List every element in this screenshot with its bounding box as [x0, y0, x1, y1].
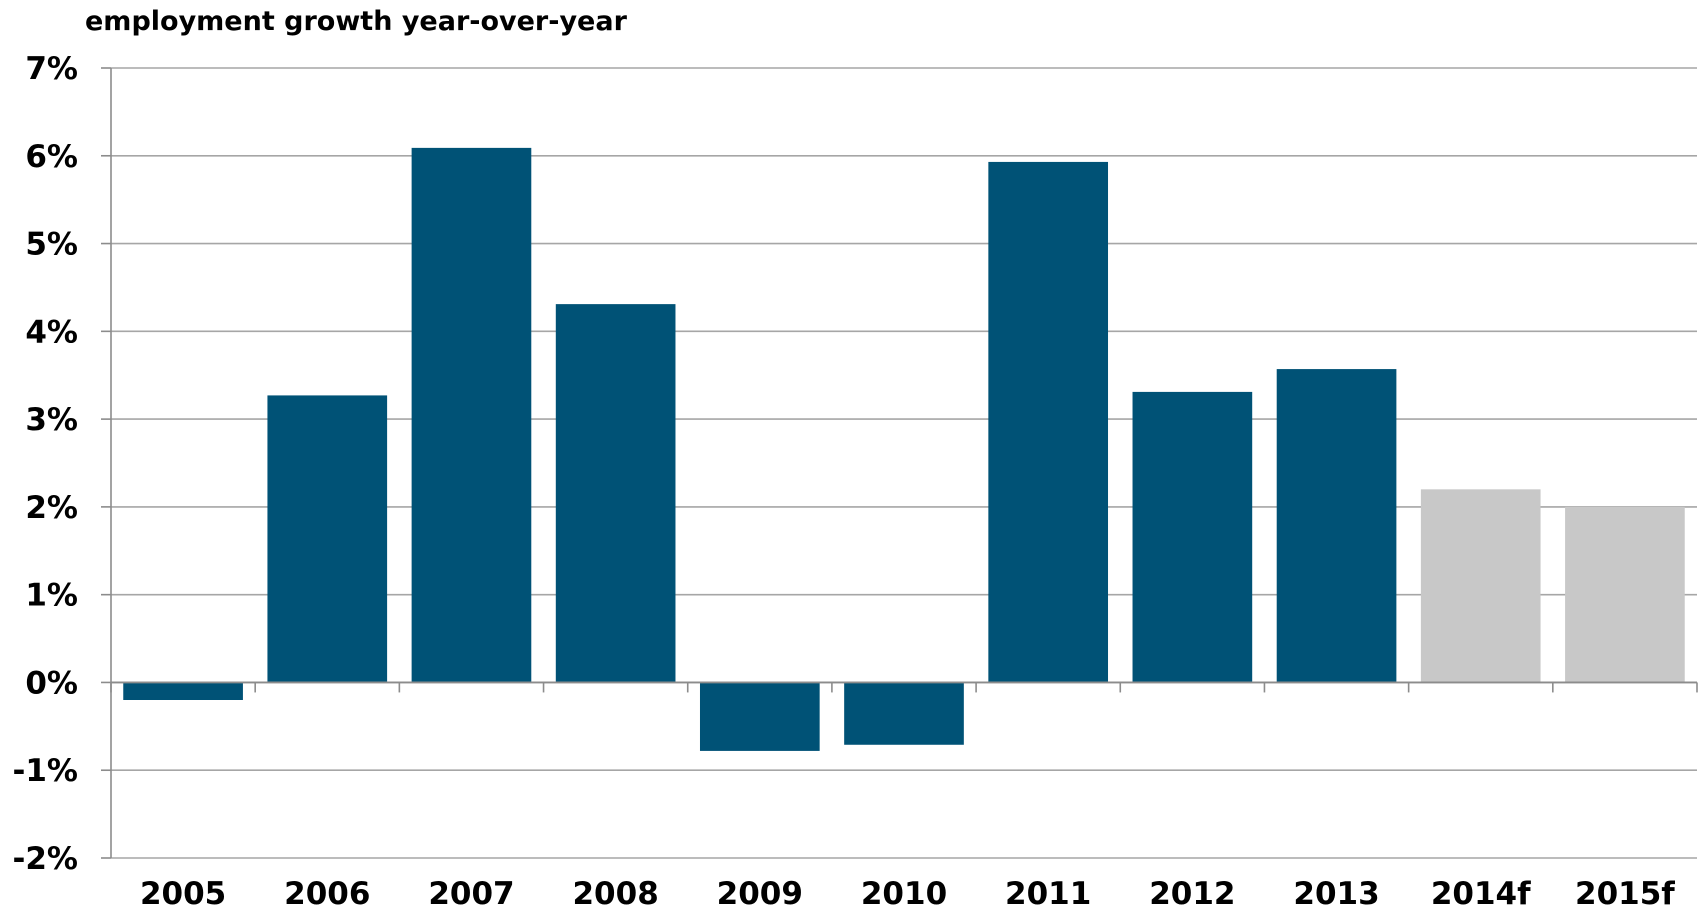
x-tick-label: 2007	[428, 876, 514, 912]
bar-2014f	[1420, 489, 1541, 683]
bar-2012	[1132, 391, 1253, 683]
chart-title: employment growth year-over-year	[85, 6, 628, 37]
x-tick-label: 2008	[572, 876, 658, 912]
bar-2015f	[1565, 506, 1685, 683]
bar-2010	[844, 682, 964, 745]
bar-2008	[555, 304, 676, 683]
y-tick-label: -1%	[13, 753, 79, 789]
x-axis	[110, 681, 1698, 693]
x-tick-label: 2005	[140, 876, 226, 912]
y-tick-label: 1%	[25, 578, 78, 614]
x-tick-label: 2010	[861, 876, 947, 912]
category-labels: 2005 2006 2007 2008 2009 2010 2011 2012 2013 2014…	[140, 876, 1675, 912]
y-tick-label: 7%	[25, 51, 78, 87]
bars	[123, 147, 1685, 751]
bar-2009	[699, 682, 820, 751]
y-tick-label: 4%	[25, 314, 78, 350]
y-axis: -2% -1% 0% 1% 2% 3% 4% 5% 6% 7%	[13, 51, 112, 877]
y-tick-label: 2%	[25, 490, 78, 526]
bar-2005	[123, 682, 243, 700]
x-tick-label: 2011	[1005, 876, 1091, 912]
bar-2006	[267, 395, 388, 683]
x-tick-label: 2015f	[1575, 876, 1675, 912]
bar-2011	[988, 161, 1109, 683]
y-tick-label: 3%	[25, 402, 78, 438]
x-tick-label: 2012	[1149, 876, 1235, 912]
bar-2013	[1276, 369, 1397, 683]
y-tick-label: -2%	[13, 841, 79, 877]
y-tick-label: 0%	[25, 665, 78, 701]
x-tick-label: 2014f	[1431, 876, 1531, 912]
x-tick-label: 2013	[1293, 876, 1379, 912]
x-tick-label: 2006	[284, 876, 370, 912]
y-tick-label: 6%	[25, 139, 78, 175]
x-tick-label: 2009	[717, 876, 803, 912]
bar-2007	[411, 147, 532, 683]
y-tick-label: 5%	[25, 227, 78, 263]
